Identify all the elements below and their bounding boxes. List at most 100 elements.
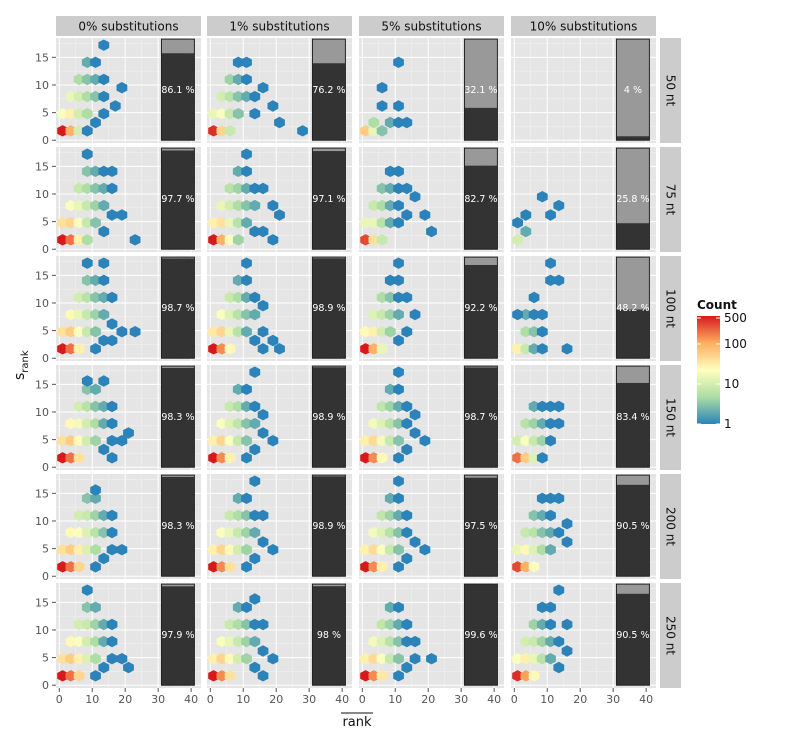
bar-remainder (616, 475, 649, 485)
x-tick-label: 10 (236, 693, 250, 706)
x-tick-label: 10 (540, 693, 554, 706)
x-tick-label: 30 (606, 693, 620, 706)
row-strip-label: 50 nt (664, 75, 678, 107)
x-tick-label: 30 (454, 693, 468, 706)
bar-remainder (464, 148, 497, 165)
legend-colorbar (697, 316, 720, 424)
y-tick-label: 5 (42, 107, 49, 120)
percent-label: 90.5 % (616, 521, 649, 532)
x-tick-label: 40 (639, 693, 653, 706)
legend-title: Count (697, 298, 737, 312)
percent-label: 98.3 % (161, 412, 194, 423)
x-tick-label: 20 (269, 693, 283, 706)
x-tick-label: 0 (207, 693, 214, 706)
y-tick-label: 15 (35, 269, 49, 282)
legend-label: 500 (724, 311, 747, 325)
y-tick-label: 5 (42, 543, 49, 556)
bar-remainder (616, 257, 649, 309)
legend-label: 10 (724, 377, 739, 391)
y-tick-label: 15 (35, 51, 49, 64)
percent-label: 98.7 % (161, 303, 194, 314)
column-strip-label: 1% substitutions (229, 20, 329, 34)
column-strip-label: 10% substitutions (530, 20, 638, 34)
y-tick-label: 0 (42, 352, 49, 365)
row-strip-label: 150 nt (664, 398, 678, 437)
bar-filled (464, 108, 497, 140)
percent-label: 97.9 % (161, 630, 194, 641)
y-tick-label: 5 (42, 652, 49, 665)
row-strip-label: 100 nt (664, 289, 678, 328)
percent-label: 25.8 % (616, 194, 649, 205)
x-tick-label: 0 (359, 693, 366, 706)
bar-filled (464, 166, 497, 250)
y-tick-label: 0 (42, 243, 49, 256)
row-strip-label: 75 nt (664, 184, 678, 216)
y-axis-title-subscript: rank (20, 350, 31, 373)
bar-remainder (616, 148, 649, 223)
x-tick-label: 20 (421, 693, 435, 706)
percent-label: 4 % (624, 85, 642, 96)
bar-filled (616, 223, 649, 249)
x-tick-label: 20 (573, 693, 587, 706)
bar-remainder (464, 39, 497, 108)
x-tick-label: 40 (184, 693, 198, 706)
percent-label: 32.1 % (464, 85, 497, 96)
x-tick-label: 0 (56, 693, 63, 706)
y-tick-label: 15 (35, 378, 49, 391)
y-tick-label: 10 (35, 188, 49, 201)
bar-remainder (312, 39, 345, 63)
percent-label: 98.9 % (312, 521, 345, 532)
y-tick-label: 10 (35, 624, 49, 637)
y-tick-label: 10 (35, 406, 49, 419)
bar-filled (312, 63, 345, 140)
bar-remainder (616, 584, 649, 594)
legend-label: 1 (724, 417, 732, 431)
bar-remainder (161, 39, 194, 53)
y-axis-title: srank (12, 350, 31, 380)
y-tick-label: 0 (42, 679, 49, 692)
y-tick-label: 15 (35, 160, 49, 173)
x-axis-title: rank (342, 715, 372, 730)
percent-label: 83.4 % (616, 412, 649, 423)
percent-label: 97.7 % (161, 194, 194, 205)
x-tick-label: 10 (85, 693, 99, 706)
percent-label: 98.7 % (464, 412, 497, 423)
percent-label: 76.2 % (312, 85, 345, 96)
y-tick-label: 5 (42, 325, 49, 338)
y-tick-label: 10 (35, 79, 49, 92)
y-tick-label: 5 (42, 216, 49, 229)
percent-label: 90.5 % (616, 630, 649, 641)
column-strip-label: 5% substitutions (381, 20, 481, 34)
y-tick-label: 10 (35, 297, 49, 310)
percent-label: 98.9 % (312, 303, 345, 314)
row-strip-label: 200 nt (664, 507, 678, 546)
percent-label: 97.1 % (312, 194, 345, 205)
percent-label: 82.7 % (464, 194, 497, 205)
column-strip-label: 0% substitutions (78, 20, 178, 34)
percent-label: 98.3 % (161, 521, 194, 532)
percent-label: 98 % (317, 630, 341, 641)
bar-filled (161, 53, 194, 140)
y-tick-label: 15 (35, 596, 49, 609)
bar-filled (616, 383, 649, 467)
y-axis-title-main: s (12, 373, 28, 380)
x-tick-label: 0 (511, 693, 518, 706)
percent-label: 92.2 % (464, 303, 497, 314)
bar-filled (616, 136, 649, 140)
y-tick-label: 15 (35, 487, 49, 500)
bar-filled (616, 309, 649, 358)
row-strip-label: 250 nt (664, 616, 678, 655)
percent-label: 97.5 % (464, 521, 497, 532)
x-tick-label: 10 (388, 693, 402, 706)
percent-label: 99.6 % (464, 630, 497, 641)
percent-label: 48.2 % (616, 303, 649, 314)
y-tick-label: 5 (42, 434, 49, 447)
x-tick-label: 20 (118, 693, 132, 706)
x-tick-label: 40 (335, 693, 349, 706)
y-tick-label: 0 (42, 570, 49, 583)
x-tick-label: 30 (151, 693, 165, 706)
bar-remainder (464, 257, 497, 265)
bar-remainder (616, 366, 649, 383)
